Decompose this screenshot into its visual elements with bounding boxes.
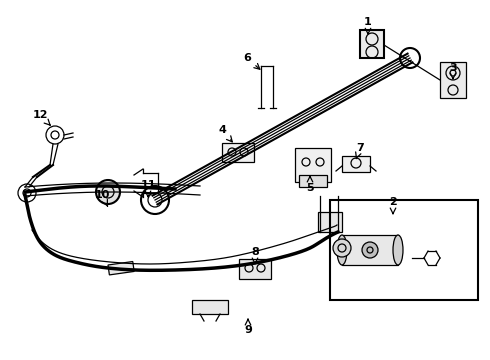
- Bar: [192, 300, 228, 314]
- Text: 7: 7: [356, 143, 364, 158]
- Circle shape: [362, 242, 378, 258]
- Text: 8: 8: [251, 247, 259, 264]
- Text: 9: 9: [244, 319, 252, 335]
- Text: 10: 10: [94, 190, 110, 206]
- Text: 6: 6: [243, 53, 260, 69]
- Text: 1: 1: [364, 17, 372, 34]
- Text: 5: 5: [306, 176, 314, 193]
- Bar: [239, 259, 271, 279]
- Bar: [360, 30, 384, 58]
- Ellipse shape: [393, 235, 403, 265]
- Bar: [295, 148, 331, 182]
- Circle shape: [333, 239, 351, 257]
- Bar: [440, 62, 466, 98]
- Bar: [330, 200, 478, 300]
- Circle shape: [96, 180, 120, 204]
- Bar: [342, 235, 398, 265]
- Text: 12: 12: [32, 110, 50, 125]
- Text: 2: 2: [389, 197, 397, 213]
- Bar: [299, 175, 327, 187]
- Bar: [342, 156, 370, 172]
- Bar: [222, 143, 254, 162]
- Text: 4: 4: [218, 125, 232, 142]
- Ellipse shape: [337, 235, 347, 265]
- Bar: [108, 261, 134, 275]
- Text: 11: 11: [140, 180, 156, 197]
- Text: 3: 3: [449, 63, 457, 79]
- Bar: [318, 212, 342, 232]
